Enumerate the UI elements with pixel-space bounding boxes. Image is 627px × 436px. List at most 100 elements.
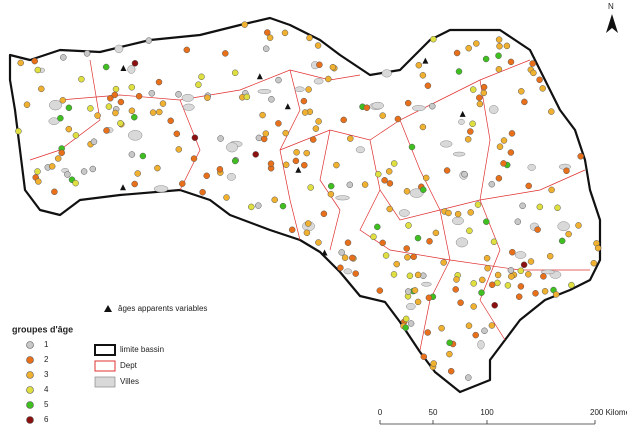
city <box>557 221 570 232</box>
city <box>355 146 365 154</box>
sample-point <box>554 204 561 212</box>
sample-point <box>461 170 468 178</box>
sample-point <box>243 93 251 101</box>
sample-point <box>148 90 156 97</box>
variable-age-point <box>120 65 127 72</box>
sample-point <box>482 55 490 63</box>
variable-age-point <box>119 184 126 191</box>
legend-title: groupes d'âge <box>12 324 73 334</box>
sample-point <box>507 267 515 274</box>
legend-variable: âges apparents variables <box>118 304 207 313</box>
sample-point <box>266 34 274 41</box>
sample-point <box>518 88 525 95</box>
sample-point <box>420 186 427 194</box>
sample-point <box>402 324 409 331</box>
sample-point <box>473 40 480 47</box>
sample-point <box>453 49 461 57</box>
sample-point <box>105 103 113 110</box>
legend-basin: limite bassin <box>120 345 164 354</box>
sample-point <box>525 271 532 278</box>
variable-age-point <box>321 249 328 256</box>
sample-point <box>83 50 91 57</box>
sample-point <box>301 109 309 116</box>
sample-point <box>282 129 289 137</box>
sample-point <box>248 203 255 211</box>
legend-label: 1 <box>44 340 49 349</box>
sample-point <box>386 205 393 213</box>
sample-point <box>455 68 463 75</box>
sample-point <box>527 258 535 265</box>
sample-point <box>145 37 153 44</box>
city <box>153 185 169 193</box>
sample-point <box>191 134 199 141</box>
sample-point <box>301 161 308 169</box>
sample-point <box>548 186 555 194</box>
sample-point <box>307 184 314 191</box>
cities <box>37 44 572 350</box>
sample-point <box>530 69 537 77</box>
sample-point <box>452 286 459 293</box>
sample-point <box>65 104 73 112</box>
sample-point <box>414 271 422 279</box>
sample-point <box>131 180 138 188</box>
sample-point <box>385 168 393 175</box>
legend-symbol <box>26 371 34 379</box>
sample-point <box>469 120 476 128</box>
sample-point <box>80 168 88 175</box>
sample-point <box>288 226 296 234</box>
sample-point <box>438 324 445 332</box>
sample-point <box>503 42 511 50</box>
sample-point <box>275 120 282 127</box>
sample-point <box>267 160 275 167</box>
city <box>49 99 62 111</box>
sample-point <box>481 327 488 335</box>
sample-point <box>65 125 73 133</box>
sample-point <box>393 260 400 268</box>
sample-point <box>155 78 163 86</box>
sample-point <box>333 161 340 169</box>
sample-point <box>303 149 310 157</box>
sample-point <box>282 161 290 169</box>
legend-cities: Villes <box>120 377 139 386</box>
sample-point <box>495 66 503 73</box>
sample-point <box>495 36 503 43</box>
sample-point <box>410 253 417 261</box>
legend-groups: 1 2 3 4 5 6 <box>26 340 49 424</box>
sample-point <box>536 76 543 84</box>
sample-point <box>340 116 347 124</box>
city <box>451 216 464 226</box>
sample-point <box>327 182 335 190</box>
city <box>540 269 555 275</box>
sample-point <box>415 61 423 69</box>
sample-point <box>515 293 523 300</box>
sample-point <box>90 138 98 145</box>
sample-point <box>338 249 345 256</box>
city <box>294 86 305 92</box>
sample-point <box>590 259 598 267</box>
sample-point <box>128 151 136 158</box>
sample-point <box>103 127 110 134</box>
sample-point <box>469 86 477 93</box>
sample-point <box>34 66 42 74</box>
sample-point <box>496 143 504 150</box>
sample-point <box>48 163 56 170</box>
sample-point <box>51 188 58 196</box>
city <box>409 188 424 198</box>
city <box>114 44 124 54</box>
scale-label: 200 Kilome <box>590 408 627 417</box>
sample-point <box>117 98 125 106</box>
sample-point <box>34 168 41 175</box>
sample-point <box>422 174 430 182</box>
sample-point <box>327 190 335 198</box>
sample-point <box>508 273 515 280</box>
city <box>411 105 426 112</box>
sample-point <box>507 58 515 66</box>
legend-label: 6 <box>44 415 49 424</box>
sample-point <box>483 254 491 262</box>
sample-point <box>303 229 311 237</box>
sample-point <box>78 75 85 83</box>
city <box>514 251 527 259</box>
legend-label: 3 <box>44 370 49 379</box>
sample-point <box>539 85 546 92</box>
sample-point <box>31 57 38 65</box>
